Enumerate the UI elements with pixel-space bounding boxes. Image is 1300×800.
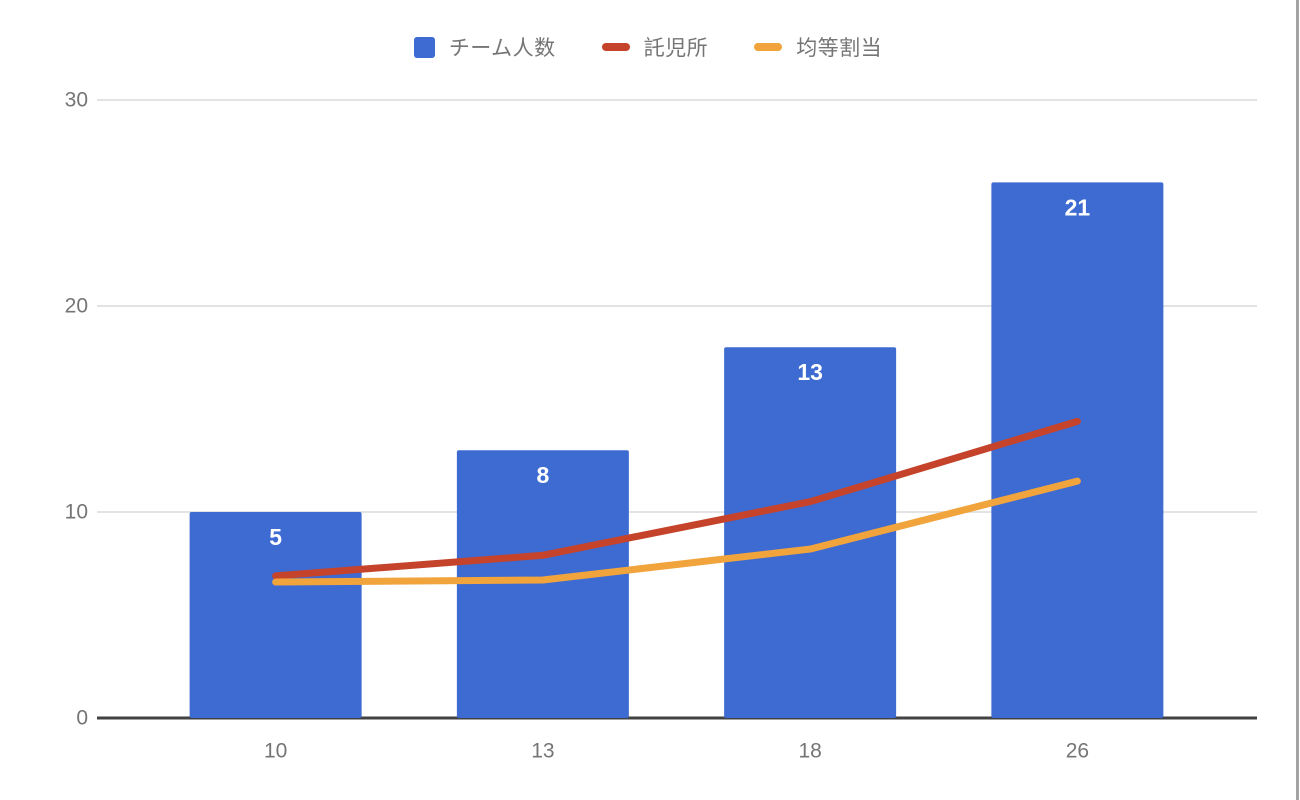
legend-label: チーム人数: [448, 37, 556, 60]
bar-value-label: 5: [269, 524, 282, 550]
bar-value-label: 8: [536, 462, 549, 488]
line-series-swatch-icon: [754, 43, 783, 51]
bar-value-label: 21: [1065, 194, 1091, 220]
x-axis-tick-label: 18: [798, 740, 821, 763]
window-edge: [1296, 0, 1299, 800]
legend-label: 託児所: [643, 37, 709, 60]
x-axis-tick-label: 26: [1066, 740, 1089, 763]
legend-item-daycare[interactable]: 託児所: [601, 32, 709, 62]
line-series-1[interactable]: [272, 417, 1081, 580]
y-axis-tick-label: 10: [65, 501, 88, 524]
line-series-swatch-icon: [601, 43, 630, 51]
x-axis-tick-label: 13: [531, 740, 554, 763]
bar[interactable]: [456, 450, 629, 718]
bar-series-swatch-icon: [413, 36, 435, 58]
bar[interactable]: [189, 512, 362, 718]
chart-legend: チーム人数 託児所 均等割当: [0, 33, 1296, 61]
bar-value-label: 13: [797, 359, 823, 385]
legend-item-team-size[interactable]: チーム人数: [413, 32, 556, 62]
legend-label: 均等割当: [796, 37, 883, 60]
y-axis-tick-label: 30: [65, 89, 88, 112]
bar[interactable]: [991, 182, 1164, 718]
x-axis-tick-label: 10: [264, 740, 287, 763]
bar[interactable]: [724, 347, 897, 718]
y-axis-tick-label: 20: [65, 295, 88, 318]
y-axis-tick-label: 0: [76, 707, 88, 730]
legend-item-equal-allocation[interactable]: 均等割当: [754, 32, 882, 62]
line-series-2[interactable]: [272, 477, 1081, 586]
